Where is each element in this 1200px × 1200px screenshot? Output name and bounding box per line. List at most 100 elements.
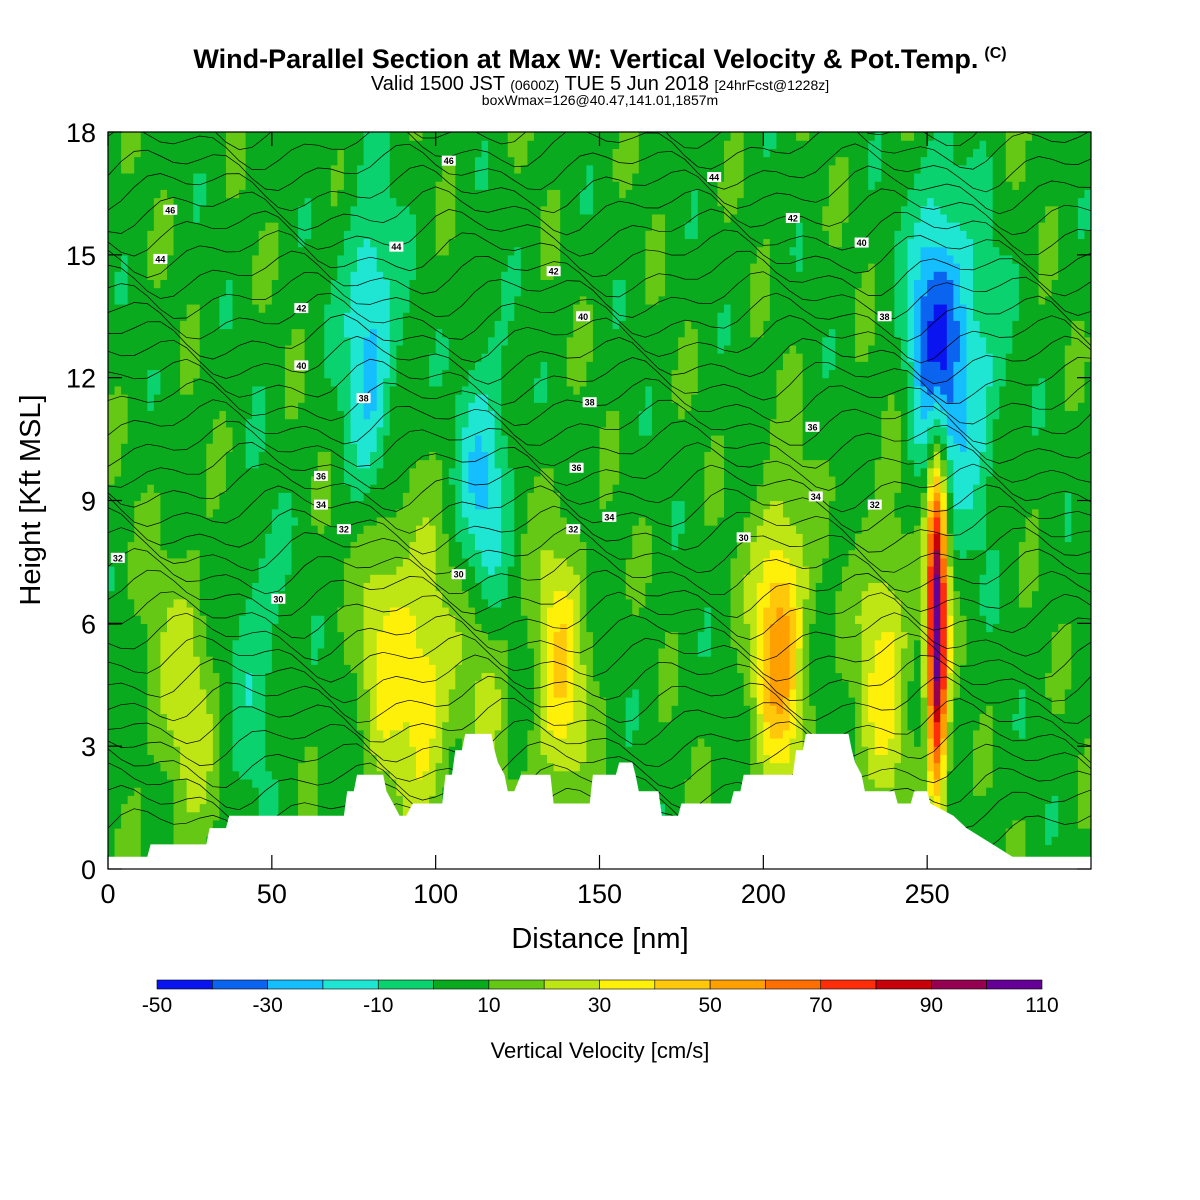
velocity-cell-9-10 — [166, 778, 175, 788]
velocity-cell-17-34 — [219, 582, 227, 592]
velocity-cell-44-15 — [396, 737, 404, 747]
velocity-cell-13-36 — [193, 566, 201, 575]
velocity-cell-34-60 — [330, 369, 338, 379]
velocity-cell-29-71 — [298, 279, 306, 289]
velocity-cell-47-84 — [416, 172, 424, 182]
velocity-cell-24-65 — [265, 328, 273, 338]
velocity-cell-4-40 — [134, 533, 142, 543]
velocity-cell-28-80 — [291, 205, 299, 215]
velocity-cell-12-60 — [186, 369, 194, 379]
velocity-cell-28-62 — [291, 353, 299, 362]
velocity-cell-10-81 — [173, 197, 181, 207]
velocity-cell-37-45 — [350, 492, 358, 502]
velocity-cell-43-46 — [389, 484, 397, 493]
velocity-cell-18-47 — [225, 475, 234, 485]
velocity-cell-54-64 — [461, 336, 470, 346]
velocity-cell-3-66 — [127, 320, 135, 330]
velocity-cell-43-29 — [389, 623, 397, 633]
velocity-cell-44-24 — [396, 664, 404, 674]
velocity-cell-34-66 — [330, 320, 338, 330]
velocity-cell-54-62 — [461, 353, 470, 362]
velocity-cell-53-24 — [455, 664, 463, 674]
velocity-cell-31-35 — [311, 574, 319, 583]
velocity-cell-13-55 — [193, 410, 201, 420]
velocity-cell-46-26 — [409, 647, 417, 657]
velocity-cell-5-19 — [140, 705, 148, 715]
velocity-cell-9-50 — [166, 451, 175, 461]
velocity-cell-16-61 — [212, 361, 221, 371]
velocity-cell-40-83 — [370, 181, 378, 190]
velocity-cell-52-62 — [448, 353, 456, 362]
velocity-cell-30-71 — [304, 279, 312, 289]
velocity-cell-31-28 — [311, 631, 319, 641]
velocity-cell-22-17 — [252, 721, 260, 731]
velocity-cell-30-43 — [304, 508, 312, 518]
velocity-cell-9-76 — [166, 238, 175, 248]
velocity-cell-53-81 — [455, 197, 463, 207]
velocity-cell-50-23 — [435, 672, 443, 682]
velocity-cell-13-13 — [193, 754, 201, 764]
velocity-cell-30-42 — [304, 516, 312, 526]
velocity-cell-28-13 — [291, 754, 299, 764]
velocity-cell-22-47 — [252, 475, 260, 485]
velocity-cell-2-63 — [121, 344, 129, 354]
velocity-cell-4-4 — [134, 828, 142, 837]
velocity-cell-24-13 — [265, 754, 273, 764]
velocity-cell-32-36 — [317, 566, 325, 575]
velocity-cell-36-76 — [343, 238, 352, 248]
velocity-cell-23-88 — [258, 140, 266, 149]
velocity-cell-39-89 — [363, 132, 371, 141]
velocity-cell-25-83 — [271, 181, 279, 190]
velocity-cell-54-45 — [461, 492, 470, 502]
velocity-cell-40-43 — [370, 508, 378, 518]
velocity-cell-15-23 — [206, 672, 214, 682]
velocity-cell-51-77 — [442, 230, 450, 240]
velocity-cell-49-61 — [429, 361, 437, 371]
velocity-cell-33-40 — [324, 533, 332, 543]
velocity-cell-38-27 — [357, 639, 365, 649]
velocity-cell-54-58 — [461, 385, 470, 395]
velocity-cell-53-78 — [455, 222, 463, 231]
velocity-cell-6-67 — [147, 312, 155, 321]
velocity-cell-18-45 — [225, 492, 234, 502]
velocity-cell-46-81 — [409, 197, 417, 207]
velocity-cell-8-87 — [160, 148, 168, 158]
velocity-cell-47-16 — [416, 729, 424, 739]
velocity-cell-11-33 — [180, 590, 188, 600]
velocity-cell-36-36 — [343, 566, 352, 575]
velocity-cell-19-57 — [232, 394, 240, 403]
velocity-cell-15-15 — [206, 737, 214, 747]
velocity-cell-42-46 — [383, 484, 391, 493]
velocity-cell-4-74 — [134, 254, 142, 264]
velocity-cell-29-56 — [298, 402, 306, 412]
velocity-cell-45-78 — [402, 222, 411, 231]
velocity-cell-17-37 — [219, 557, 227, 567]
velocity-cell-48-60 — [422, 369, 430, 379]
velocity-cell-46-32 — [409, 598, 417, 608]
velocity-cell-38-42 — [357, 516, 365, 526]
velocity-cell-11-49 — [180, 459, 188, 469]
velocity-cell-3-58 — [127, 385, 135, 395]
velocity-cell-5-87 — [140, 148, 148, 158]
velocity-cell-27-17 — [284, 721, 293, 731]
velocity-cell-54-71 — [461, 279, 470, 289]
velocity-cell-53-37 — [455, 557, 463, 567]
velocity-cell-55-25 — [468, 656, 476, 665]
velocity-cell-9-33 — [166, 590, 175, 600]
velocity-cell-22-63 — [252, 344, 260, 354]
velocity-cell-27-53 — [284, 426, 293, 436]
velocity-cell-13-67 — [193, 312, 201, 321]
velocity-cell-45-58 — [402, 385, 411, 395]
velocity-cell-23-74 — [258, 254, 266, 264]
velocity-cell-48-13 — [422, 754, 430, 764]
velocity-cell-47-43 — [416, 508, 424, 518]
velocity-cell-21-67 — [245, 312, 253, 321]
velocity-cell-1-46 — [114, 484, 122, 493]
velocity-cell-52-79 — [448, 213, 456, 223]
velocity-cell-39-65 — [363, 328, 371, 338]
velocity-cell-54-83 — [461, 181, 470, 190]
velocity-cell-12-3 — [186, 836, 194, 846]
velocity-cell-54-76 — [461, 238, 470, 248]
velocity-cell-49-85 — [429, 164, 437, 174]
velocity-cell-33-37 — [324, 557, 332, 567]
